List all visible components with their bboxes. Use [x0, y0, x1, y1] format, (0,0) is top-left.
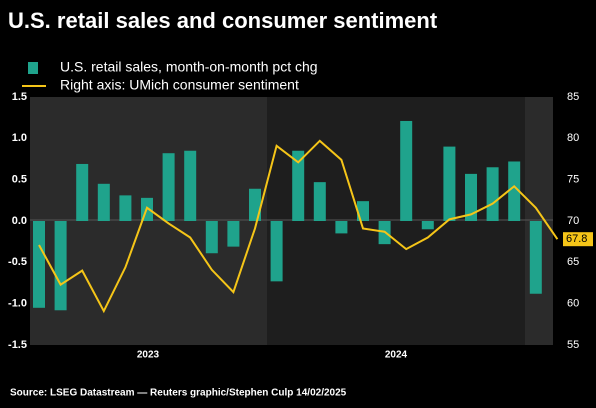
bar — [465, 173, 477, 221]
y-tick-label: 0.5 — [12, 174, 27, 186]
bar — [270, 221, 283, 282]
y-tick-label: 0.0 — [12, 215, 27, 227]
bar — [335, 221, 348, 234]
x-year-label: 2023 — [137, 350, 160, 361]
bar — [421, 221, 434, 230]
legend-label: U.S. retail sales, month-on-month pct ch… — [60, 59, 318, 75]
bar — [486, 167, 499, 221]
y2-tick-label: 70 — [567, 215, 579, 227]
bar — [313, 182, 326, 221]
y-tick-label: -0.5 — [8, 256, 27, 268]
y2-tick-label: 65 — [567, 256, 579, 268]
bar — [54, 221, 67, 311]
bar — [249, 188, 261, 221]
y-tick-label: 1.5 — [12, 91, 27, 103]
y2-tick-label: 85 — [567, 91, 579, 103]
y-tick-label: -1.0 — [8, 298, 27, 310]
bar — [292, 150, 305, 221]
bar — [162, 153, 175, 221]
bar — [508, 161, 521, 221]
bar — [400, 120, 413, 221]
value-label: 67.8 — [566, 233, 587, 245]
y2-tick-label: 55 — [567, 339, 579, 351]
x-year-label: 2024 — [385, 350, 408, 361]
chart-title: U.S. retail sales and consumer sentiment — [8, 8, 438, 33]
legend-swatch — [28, 62, 38, 74]
bar — [97, 183, 110, 221]
bar — [205, 221, 218, 254]
bar — [76, 163, 89, 221]
bar — [443, 146, 456, 221]
value-label-box — [563, 232, 593, 247]
bar — [227, 221, 240, 247]
y2-tick-label: 80 — [567, 132, 579, 144]
bar — [33, 221, 45, 308]
year-panel — [267, 97, 525, 345]
bar — [184, 150, 197, 221]
legend-label: Right axis: UMich consumer sentiment — [60, 77, 299, 93]
bar — [529, 221, 542, 294]
y2-tick-label: 75 — [567, 174, 579, 186]
line — [38, 139, 559, 314]
source: Source: LSEG Datastream — Reuters graphi… — [10, 388, 347, 399]
y-tick-label: 1.0 — [12, 132, 27, 144]
bar — [119, 195, 132, 221]
y-tick-label: -1.5 — [8, 339, 27, 351]
y2-tick-label: 60 — [567, 298, 579, 310]
